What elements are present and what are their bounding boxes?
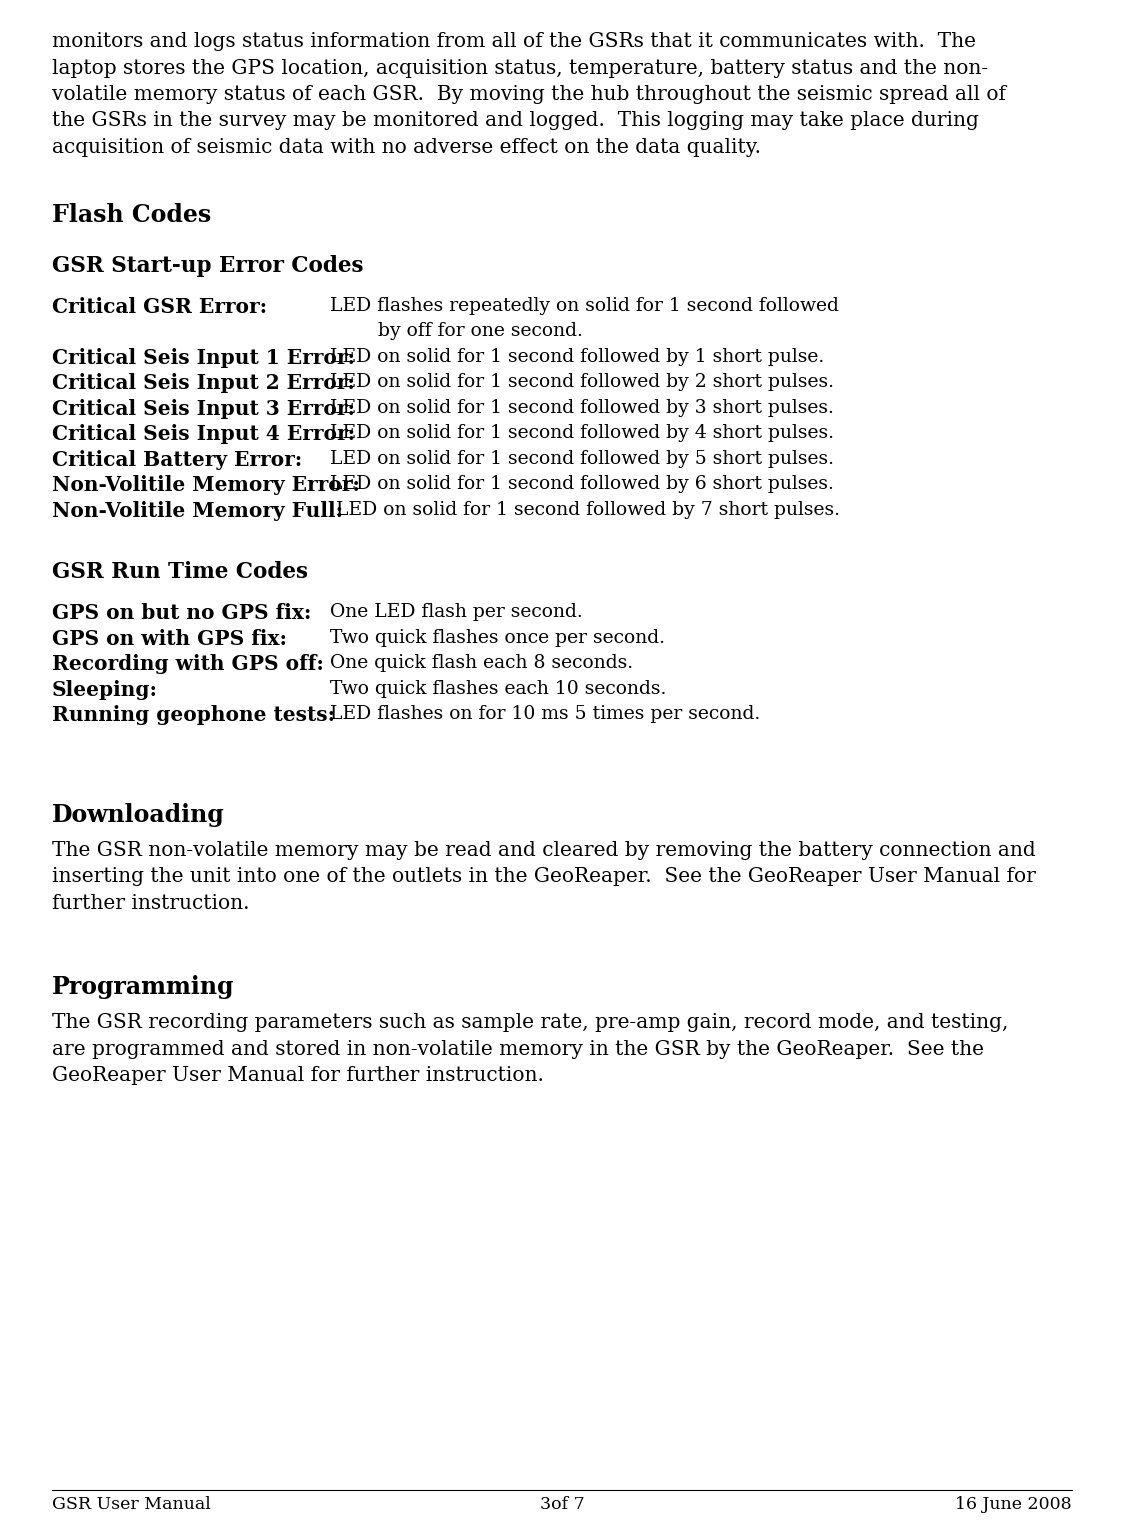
Text: 16 June 2008: 16 June 2008 [955,1496,1072,1513]
Text: GSR Start-up Error Codes: GSR Start-up Error Codes [52,255,363,276]
Text: 3of 7: 3of 7 [540,1496,584,1513]
Text: Sleeping:: Sleeping: [52,680,158,699]
Text: Two quick flashes once per second.: Two quick flashes once per second. [330,629,665,646]
Text: Recording with GPS off:: Recording with GPS off: [52,654,324,673]
Text: Non-Volitile Memory Full:: Non-Volitile Memory Full: [52,501,343,521]
Text: volatile memory status of each GSR.  By moving the hub throughout the seismic sp: volatile memory status of each GSR. By m… [52,86,1006,104]
Text: LED on solid for 1 second followed by 3 short pulses.: LED on solid for 1 second followed by 3 … [330,399,834,417]
Text: Downloading: Downloading [52,803,225,826]
Text: LED on solid for 1 second followed by 5 short pulses.: LED on solid for 1 second followed by 5 … [330,449,834,467]
Text: LED on solid for 1 second followed by 1 short pulse.: LED on solid for 1 second followed by 1 … [330,348,824,365]
Text: One LED flash per second.: One LED flash per second. [330,603,582,621]
Text: LED on solid for 1 second followed by 4 short pulses.: LED on solid for 1 second followed by 4 … [330,425,834,441]
Text: monitors and logs status information from all of the GSRs that it communicates w: monitors and logs status information fro… [52,32,976,50]
Text: GPS on with GPS fix:: GPS on with GPS fix: [52,629,287,649]
Text: LED flashes on for 10 ms 5 times per second.: LED flashes on for 10 ms 5 times per sec… [330,705,760,722]
Text: Two quick flashes each 10 seconds.: Two quick flashes each 10 seconds. [330,680,667,698]
Text: The GSR recording parameters such as sample rate, pre-amp gain, record mode, and: The GSR recording parameters such as sam… [52,1012,1008,1032]
Text: are programmed and stored in non-volatile memory in the GSR by the GeoReaper.  S: are programmed and stored in non-volatil… [52,1040,983,1058]
Text: LED on solid for 1 second followed by 6 short pulses.: LED on solid for 1 second followed by 6 … [330,475,834,493]
Text: LED on solid for 1 second followed by 2 short pulses.: LED on solid for 1 second followed by 2 … [330,373,834,391]
Text: Critical Seis Input 4 Error:: Critical Seis Input 4 Error: [52,425,355,444]
Text: Critical Battery Error:: Critical Battery Error: [52,449,302,469]
Text: GSR Run Time Codes: GSR Run Time Codes [52,560,308,583]
Text: Programming: Programming [52,976,235,999]
Text: further instruction.: further instruction. [52,893,250,913]
Text: Non-Volitile Memory Error:: Non-Volitile Memory Error: [52,475,360,495]
Text: inserting the unit into one of the outlets in the GeoReaper.  See the GeoReaper : inserting the unit into one of the outle… [52,867,1036,886]
Text: Flash Codes: Flash Codes [52,203,211,226]
Text: Critical Seis Input 3 Error:: Critical Seis Input 3 Error: [52,399,355,418]
Text: Critical GSR Error:: Critical GSR Error: [52,296,268,316]
Text: The GSR non-volatile memory may be read and cleared by removing the battery conn: The GSR non-volatile memory may be read … [52,840,1035,860]
Text: the GSRs in the survey may be monitored and logged.  This logging may take place: the GSRs in the survey may be monitored … [52,111,979,130]
Text: acquisition of seismic data with no adverse effect on the data quality.: acquisition of seismic data with no adve… [52,137,761,157]
Text: Critical Seis Input 1 Error:: Critical Seis Input 1 Error: [52,348,355,368]
Text: LED on solid for 1 second followed by 7 short pulses.: LED on solid for 1 second followed by 7 … [330,501,840,519]
Text: LED flashes repeatedly on solid for 1 second followed: LED flashes repeatedly on solid for 1 se… [330,296,839,315]
Text: GSR User Manual: GSR User Manual [52,1496,211,1513]
Text: by off for one second.: by off for one second. [378,322,582,341]
Text: GPS on but no GPS fix:: GPS on but no GPS fix: [52,603,311,623]
Text: laptop stores the GPS location, acquisition status, temperature, battery status : laptop stores the GPS location, acquisit… [52,58,988,78]
Text: GeoReaper User Manual for further instruction.: GeoReaper User Manual for further instru… [52,1066,544,1086]
Text: Running geophone tests:: Running geophone tests: [52,705,335,725]
Text: One quick flash each 8 seconds.: One quick flash each 8 seconds. [330,654,633,672]
Text: Critical Seis Input 2 Error:: Critical Seis Input 2 Error: [52,373,355,392]
